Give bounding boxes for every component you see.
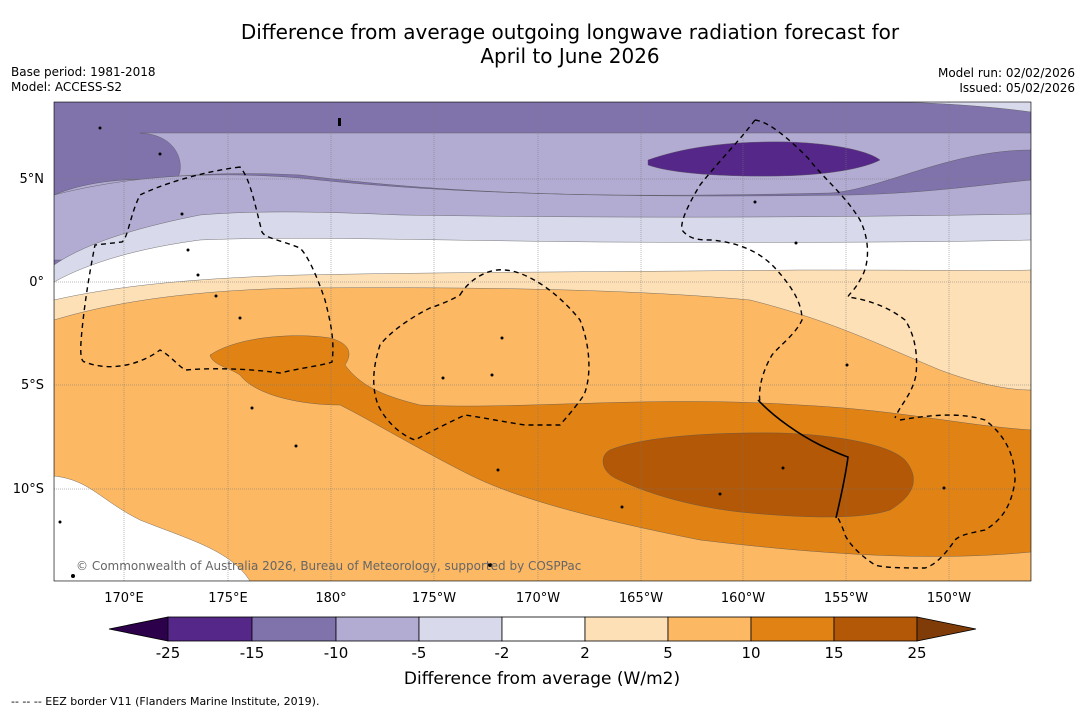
title-line-2: April to June 2026: [480, 44, 660, 68]
lat-label: 5°S: [21, 378, 44, 393]
eez-border-east-south: [837, 414, 1016, 569]
island-s: [794, 241, 798, 245]
colorbar-segment: [418, 616, 503, 642]
colorbar-segment: [335, 616, 420, 642]
island-j: [294, 444, 298, 448]
lon-label: 175°W: [412, 591, 456, 606]
island-d: [180, 212, 184, 216]
lon-label: 175°E: [208, 591, 248, 606]
island-v: [71, 574, 75, 578]
lat-label: 10°S: [13, 482, 44, 497]
lat-label: 5°N: [20, 172, 45, 187]
colorbar-label: Difference from average (W/m2): [404, 669, 680, 689]
eez-border-east-north: [754, 119, 918, 419]
colorbar-segment: [167, 616, 253, 642]
island-r: [753, 200, 757, 204]
island-k: [500, 336, 504, 340]
lon-label: 170°E: [104, 591, 144, 606]
colorbar-segment: [584, 616, 669, 642]
lon-label: 180°: [315, 591, 346, 606]
island-x: [488, 563, 492, 567]
island-n: [496, 468, 500, 472]
colorbar-tick: -5: [412, 644, 427, 662]
latitude-labels: 5°N 0° 5°S 10°S: [13, 172, 44, 497]
anomaly-field: [54, 102, 1031, 581]
copyright-notice: © Commonwealth of Australia 2026, Bureau…: [76, 559, 581, 573]
colorbar-tick: -25: [156, 644, 181, 662]
band-plus15: [602, 432, 914, 518]
eez-borders: [80, 119, 1016, 569]
graticule: [54, 102, 1031, 581]
colorbar-tick: -2: [495, 644, 510, 662]
island-b: [98, 126, 102, 130]
colorbar-over-arrow: [916, 616, 977, 642]
band-minus15-core: [647, 141, 881, 177]
colorbar-segment: [667, 616, 752, 642]
eez-border-west: [80, 166, 334, 374]
lon-label: 160°W: [721, 591, 765, 606]
colorbar-tick: 25: [907, 644, 926, 662]
title-line-1: Difference from average outgoing longwav…: [240, 20, 900, 44]
colorbar-segment: [833, 616, 918, 642]
eez-shared-border: [757, 399, 849, 519]
island-m: [441, 376, 445, 380]
eez-border-east-mid: [681, 119, 803, 403]
island-p: [718, 492, 722, 496]
colorbar-tick: 15: [824, 644, 843, 662]
island-g: [214, 294, 218, 298]
colorbar-tick: -10: [324, 644, 349, 662]
islands: [58, 118, 946, 578]
lat-label: 0°: [29, 275, 44, 290]
colorbar-tick: 5: [663, 644, 673, 662]
map-frame: [53, 101, 1032, 582]
island-t: [845, 363, 849, 367]
colorbar-segment: [501, 616, 586, 642]
base-period: Base period: 1981-2018: [11, 65, 156, 79]
lon-label: 165°W: [619, 591, 663, 606]
lon-label: 170°W: [516, 591, 560, 606]
longitude-labels: 170°E 175°E 180° 175°W 170°W 165°W 160°W…: [104, 591, 971, 606]
lon-label: 150°W: [927, 591, 971, 606]
island-q: [781, 466, 785, 470]
model-name: Model: ACCESS-S2: [11, 80, 123, 94]
island-u: [942, 486, 946, 490]
island-c: [158, 152, 162, 156]
eez-border-central: [373, 269, 590, 441]
island-w: [58, 520, 62, 524]
island-f: [196, 273, 200, 277]
island-i: [250, 406, 254, 410]
eez-legend-note: -- -- -- EEZ border V11 (Flanders Marine…: [11, 695, 320, 708]
base-info: Base period: 1981-2018 Model: ACCESS-S2: [11, 65, 156, 95]
colorbar: -25 -15 -10 -5 -2 2 5 10 15 25 Differenc…: [108, 616, 977, 689]
colorbar-tick: 2: [580, 644, 590, 662]
colorbar-tick: 10: [741, 644, 760, 662]
island-a: [338, 118, 341, 126]
issued-date: Issued: 05/02/2026: [959, 81, 1075, 95]
map-title: Difference from average outgoing longwav…: [160, 20, 980, 68]
model-run: Model run: 02/02/2026: [937, 66, 1075, 80]
colorbar-segment: [251, 616, 337, 642]
island-h: [238, 316, 242, 320]
band-minus2-south: [54, 475, 251, 581]
island-l: [490, 373, 494, 377]
colorbar-tick: -15: [240, 644, 265, 662]
island-e: [186, 248, 190, 252]
lon-label: 155°W: [824, 591, 868, 606]
colorbar-segment: [750, 616, 835, 642]
run-info: Model run: 02/02/2026 Issued: 05/02/2026: [938, 66, 1075, 96]
island-o: [620, 505, 624, 509]
colorbar-under-arrow: [108, 616, 169, 642]
